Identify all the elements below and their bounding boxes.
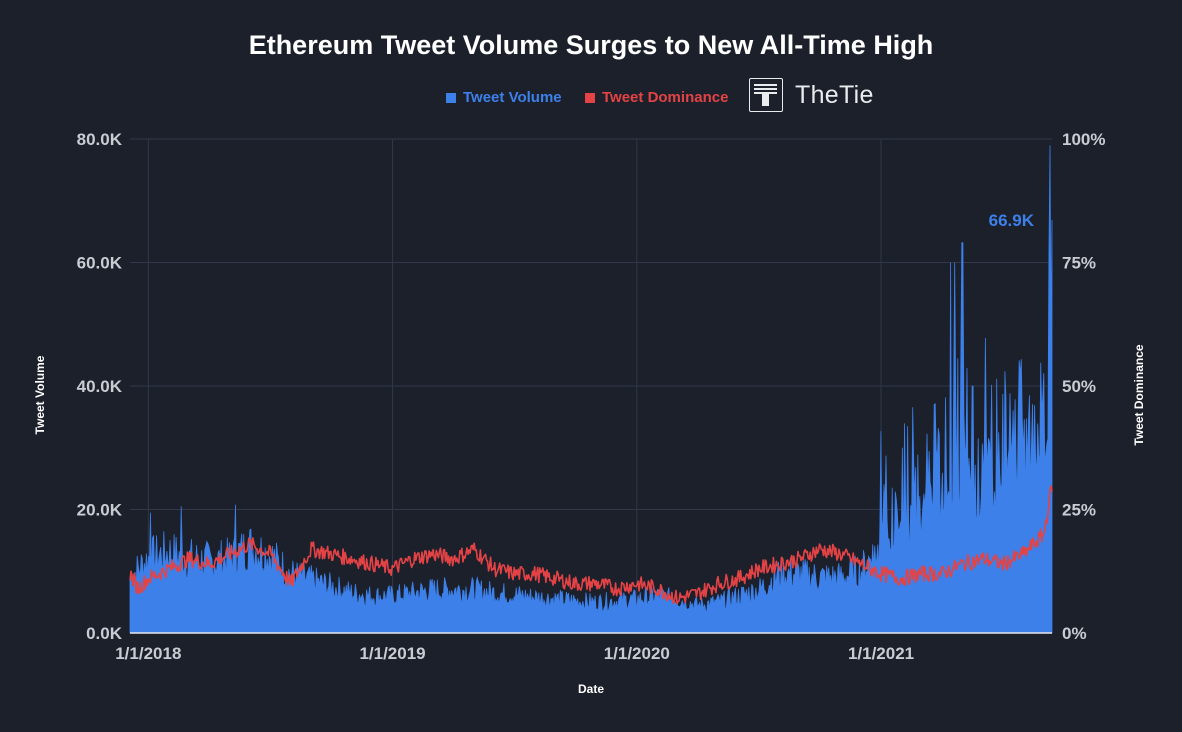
- axis-labels: 0.0K 20.0K 40.0K 60.0K 80.0K 0% 25% 50% 75% 100% 1…: [33, 130, 1146, 696]
- legend-item-tweet-dominance[interactable]: Tweet Dominance: [585, 89, 728, 106]
- peak-annotation-label: 66.9K: [989, 211, 1035, 230]
- chart-title: Ethereum Tweet Volume Surges to New All-…: [248, 30, 934, 60]
- y-left-tick-label: 80.0K: [77, 130, 123, 149]
- y-left-tick-label: 0.0K: [86, 624, 123, 643]
- y-right-axis-title: Tweet Dominance: [1132, 344, 1146, 445]
- y-left-tick-label: 60.0K: [77, 254, 123, 273]
- y-right-tick-label: 100%: [1062, 130, 1105, 149]
- legend-label-tweet-volume: Tweet Volume: [463, 89, 562, 106]
- legend-label-tweet-dominance: Tweet Dominance: [602, 89, 729, 106]
- y-left-axis-title: Tweet Volume: [33, 355, 47, 434]
- y-right-tick-label: 25%: [1062, 501, 1096, 520]
- tweet-dominance-line: [129, 485, 1053, 605]
- y-right-tick-label: 0%: [1062, 624, 1087, 643]
- tweet-volume-area: [129, 145, 1053, 634]
- thetie-logo-text: TheTie: [795, 80, 874, 109]
- chart-legend: Tweet Volume Tweet Dominance: [0, 86, 1182, 116]
- x-tick-label: 1/1/2020: [604, 644, 670, 663]
- x-tick-label: 1/1/2019: [359, 644, 425, 663]
- grid-lines: [130, 138, 1052, 633]
- x-tick-label: 1/1/2021: [848, 644, 914, 663]
- y-right-tick-label: 50%: [1062, 377, 1096, 396]
- x-axis-title: Date: [578, 682, 604, 696]
- y-left-tick-label: 20.0K: [77, 501, 123, 520]
- tweet-volume-series: [129, 145, 1053, 634]
- tweet-dominance-series: [129, 485, 1053, 605]
- thetie-logo-icon: [749, 78, 783, 112]
- thetie-logo: TheTie: [749, 77, 874, 113]
- tweet-volume-swatch-icon: [446, 92, 456, 103]
- x-tick-label: 1/1/2018: [115, 644, 181, 663]
- tweet-dominance-swatch-icon: [585, 92, 595, 103]
- y-right-tick-label: 75%: [1062, 254, 1096, 273]
- y-left-tick-label: 40.0K: [77, 377, 123, 396]
- legend-item-tweet-volume[interactable]: Tweet Volume: [446, 89, 562, 106]
